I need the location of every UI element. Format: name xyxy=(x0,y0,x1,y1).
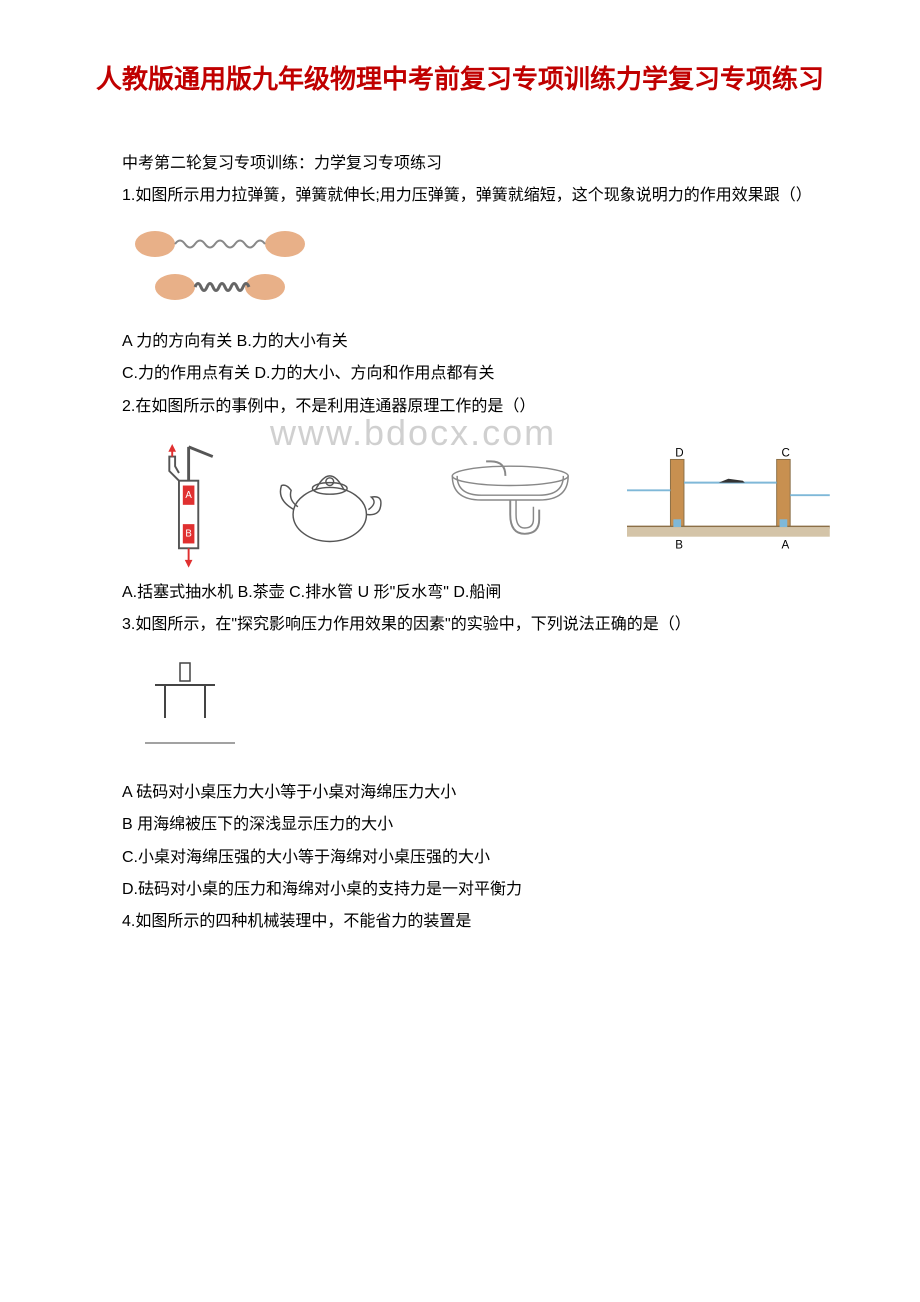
page-title: 人教版通用版九年级物理中考前复习专项训练力学复习专项练习 xyxy=(90,60,830,99)
spring-figure xyxy=(130,222,830,317)
gate-label-d: D xyxy=(676,448,684,460)
svg-text:B: B xyxy=(185,529,191,540)
q2-text: 2.在如图所示的事例中，不是利用连通器原理工作的是（） xyxy=(90,392,830,422)
pump-figure: A B xyxy=(150,430,227,570)
svg-text:A: A xyxy=(185,490,192,501)
q1-opt-cd: C.力的作用点有关 D.力的大小、方向和作用点都有关 xyxy=(90,359,830,389)
vessels-figure-row: www.bdocx.com A B D C xyxy=(150,430,830,570)
sink-figure xyxy=(433,445,587,555)
q3-opt-c: C.小桌对海绵压强的大小等于海绵对小桌压强的大小 xyxy=(90,843,830,873)
gate-label-c: C xyxy=(782,448,790,460)
gate-label-b: B xyxy=(676,539,684,551)
q3-opt-b: B 用海绵被压下的深浅显示压力的大小 xyxy=(90,810,830,840)
shiplock-figure: D C B A xyxy=(627,440,830,560)
q1-opt-ab: A 力的方向有关 B.力的大小有关 xyxy=(90,327,830,357)
q3-opt-a: A 砝码对小桌压力大小等于小桌对海绵压力大小 xyxy=(90,778,830,808)
table-pressure-figure xyxy=(90,643,830,778)
gate-label-a: A xyxy=(782,539,790,551)
teapot-figure xyxy=(267,445,393,555)
q3-text: 3.如图所示，在"探究影响压力作用效果的因素"的实验中，下列说法正确的是（） xyxy=(90,610,830,640)
q3-opt-d: D.砝码对小桌的压力和海绵对小桌的支持力是一对平衡力 xyxy=(90,875,830,905)
subtitle-text: 中考第二轮复习专项训练：力学复习专项练习 xyxy=(90,149,830,179)
q1-text: 1.如图所示用力拉弹簧，弹簧就伸长;用力压弹簧，弹簧就缩短，这个现象说明力的作用… xyxy=(90,181,830,211)
q2-options: A.括塞式抽水机 B.茶壶 C.排水管 U 形"反水弯" D.船闸 xyxy=(90,578,830,608)
q4-text: 4.如图所示的四种机械装理中，不能省力的装置是 xyxy=(90,907,830,937)
